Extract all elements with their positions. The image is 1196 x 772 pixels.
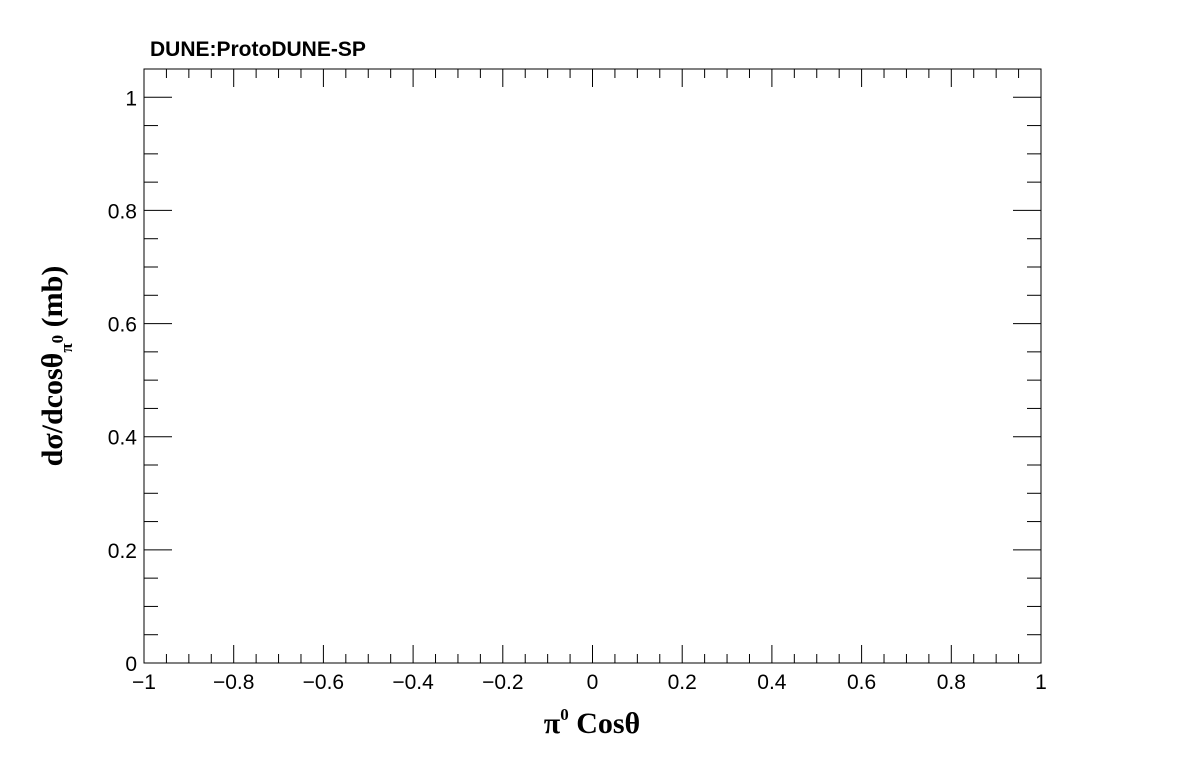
- y-axis-title-subsup: 0: [48, 335, 67, 344]
- x-tick-label: −0.2: [482, 671, 523, 694]
- x-tick-label: 0.8: [937, 671, 966, 694]
- chart-title: DUNE:ProtoDUNE-SP: [150, 38, 366, 61]
- x-axis-title-base: π: [544, 707, 561, 740]
- x-tick-label: −0.4: [392, 671, 434, 694]
- x-tick-labels: −1 −0.8 −0.6 −0.4 −0.2 0 0.2 0.4 0.6 0.8 1: [132, 671, 1047, 694]
- axis-ticks: [143, 68, 1042, 664]
- plot-frame: [143, 68, 1042, 664]
- x-tick-label: −0.6: [303, 671, 344, 694]
- y-tick-label: 1: [125, 87, 137, 110]
- x-axis-title-rest: Cosθ: [569, 707, 641, 740]
- y-axis-title: dσ/dcosθπ0 (mb): [36, 266, 76, 467]
- y-tick-label: 0.6: [108, 314, 137, 337]
- x-tick-label: −0.8: [213, 671, 254, 694]
- y-tick-label: 0.8: [108, 200, 137, 223]
- y-axis-title-sub: π: [57, 343, 76, 353]
- x-tick-label: 0: [587, 671, 599, 694]
- y-axis-title-base: dσ/dcosθ: [36, 353, 69, 467]
- x-axis-title: π0 Cosθ: [544, 705, 640, 740]
- x-axis-title-sup: 0: [560, 705, 569, 724]
- x-tick-label: 0.2: [668, 671, 697, 694]
- y-tick-label: 0.4: [108, 427, 138, 450]
- x-tick-label: −1: [132, 671, 156, 694]
- y-tick-label: 0.2: [108, 540, 137, 563]
- y-tick-label: 0: [125, 653, 137, 676]
- x-tick-label: 0.6: [847, 671, 876, 694]
- x-tick-label: 0.4: [757, 671, 787, 694]
- y-axis-title-rest: (mb): [36, 266, 69, 335]
- y-tick-labels: 0 0.2 0.4 0.6 0.8 1: [108, 87, 138, 676]
- x-tick-label: 1: [1035, 671, 1047, 694]
